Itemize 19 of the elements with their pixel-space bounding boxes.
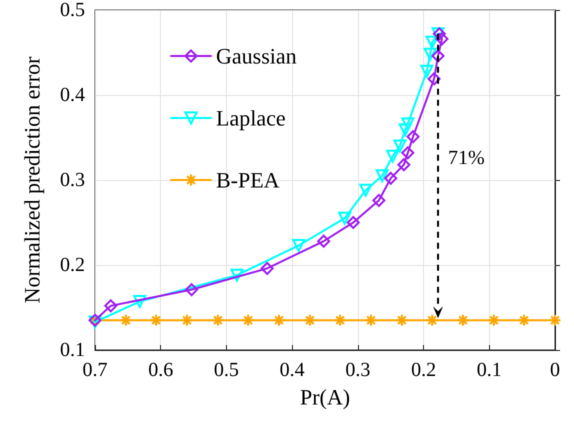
- y-tick-label: 0.5: [60, 0, 85, 21]
- y-axis-title: Normalized prediction error: [20, 56, 44, 304]
- y-tick-label: 0.1: [60, 339, 85, 361]
- x-tick-label: 0.4: [280, 359, 305, 381]
- x-tick-label: 0.5: [214, 359, 239, 381]
- annotation: 71%: [448, 147, 485, 170]
- x-tick-label: 0.3: [345, 359, 370, 381]
- y-tick-label: 0.3: [60, 169, 85, 191]
- y-tick-label: 0.2: [60, 254, 85, 276]
- legend-label: Gaussian: [216, 44, 297, 68]
- legend-label: B-PEA: [216, 168, 280, 192]
- x-tick-label: 0: [550, 359, 560, 381]
- x-tick-label: 0.1: [476, 359, 502, 381]
- x-tick-label: 0.2: [411, 359, 436, 381]
- y-tick-label: 0.4: [60, 84, 85, 106]
- x-axis-title: Pr(A): [300, 384, 350, 410]
- legend-label: Laplace: [216, 106, 286, 130]
- x-tick-label: 0.7: [82, 359, 108, 381]
- x-tick-label: 0.6: [148, 359, 174, 381]
